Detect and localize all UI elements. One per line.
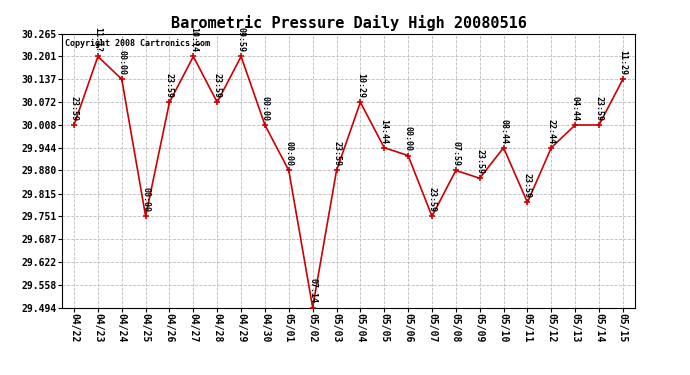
Text: 23:59: 23:59 — [213, 73, 221, 98]
Text: 10:29: 10:29 — [356, 73, 365, 98]
Text: 04:44: 04:44 — [571, 96, 580, 121]
Text: 00:00: 00:00 — [260, 96, 269, 121]
Text: 07:14: 07:14 — [308, 278, 317, 303]
Text: Copyright 2008 Cartronics.com: Copyright 2008 Cartronics.com — [65, 39, 210, 48]
Text: 11:1?: 11:1? — [93, 27, 102, 52]
Text: 10:14: 10:14 — [189, 27, 198, 52]
Text: 14:44: 14:44 — [380, 118, 388, 144]
Text: 23:59: 23:59 — [70, 96, 79, 121]
Text: 11:29: 11:29 — [618, 50, 627, 75]
Text: 23:59: 23:59 — [523, 173, 532, 198]
Text: 00:00: 00:00 — [117, 50, 126, 75]
Text: 22:44: 22:44 — [546, 118, 555, 144]
Text: 00:00: 00:00 — [284, 141, 293, 166]
Title: Barometric Pressure Daily High 20080516: Barometric Pressure Daily High 20080516 — [170, 15, 526, 31]
Text: 07:59: 07:59 — [451, 141, 460, 166]
Text: 23:59: 23:59 — [428, 187, 437, 212]
Text: 23:59: 23:59 — [332, 141, 341, 166]
Text: 23:59: 23:59 — [475, 149, 484, 174]
Text: 23:59: 23:59 — [595, 96, 604, 121]
Text: 00:00: 00:00 — [141, 187, 150, 212]
Text: 09:59: 09:59 — [237, 27, 246, 52]
Text: 23:59: 23:59 — [165, 73, 174, 98]
Text: 08:44: 08:44 — [499, 118, 508, 144]
Text: 00:00: 00:00 — [404, 126, 413, 152]
